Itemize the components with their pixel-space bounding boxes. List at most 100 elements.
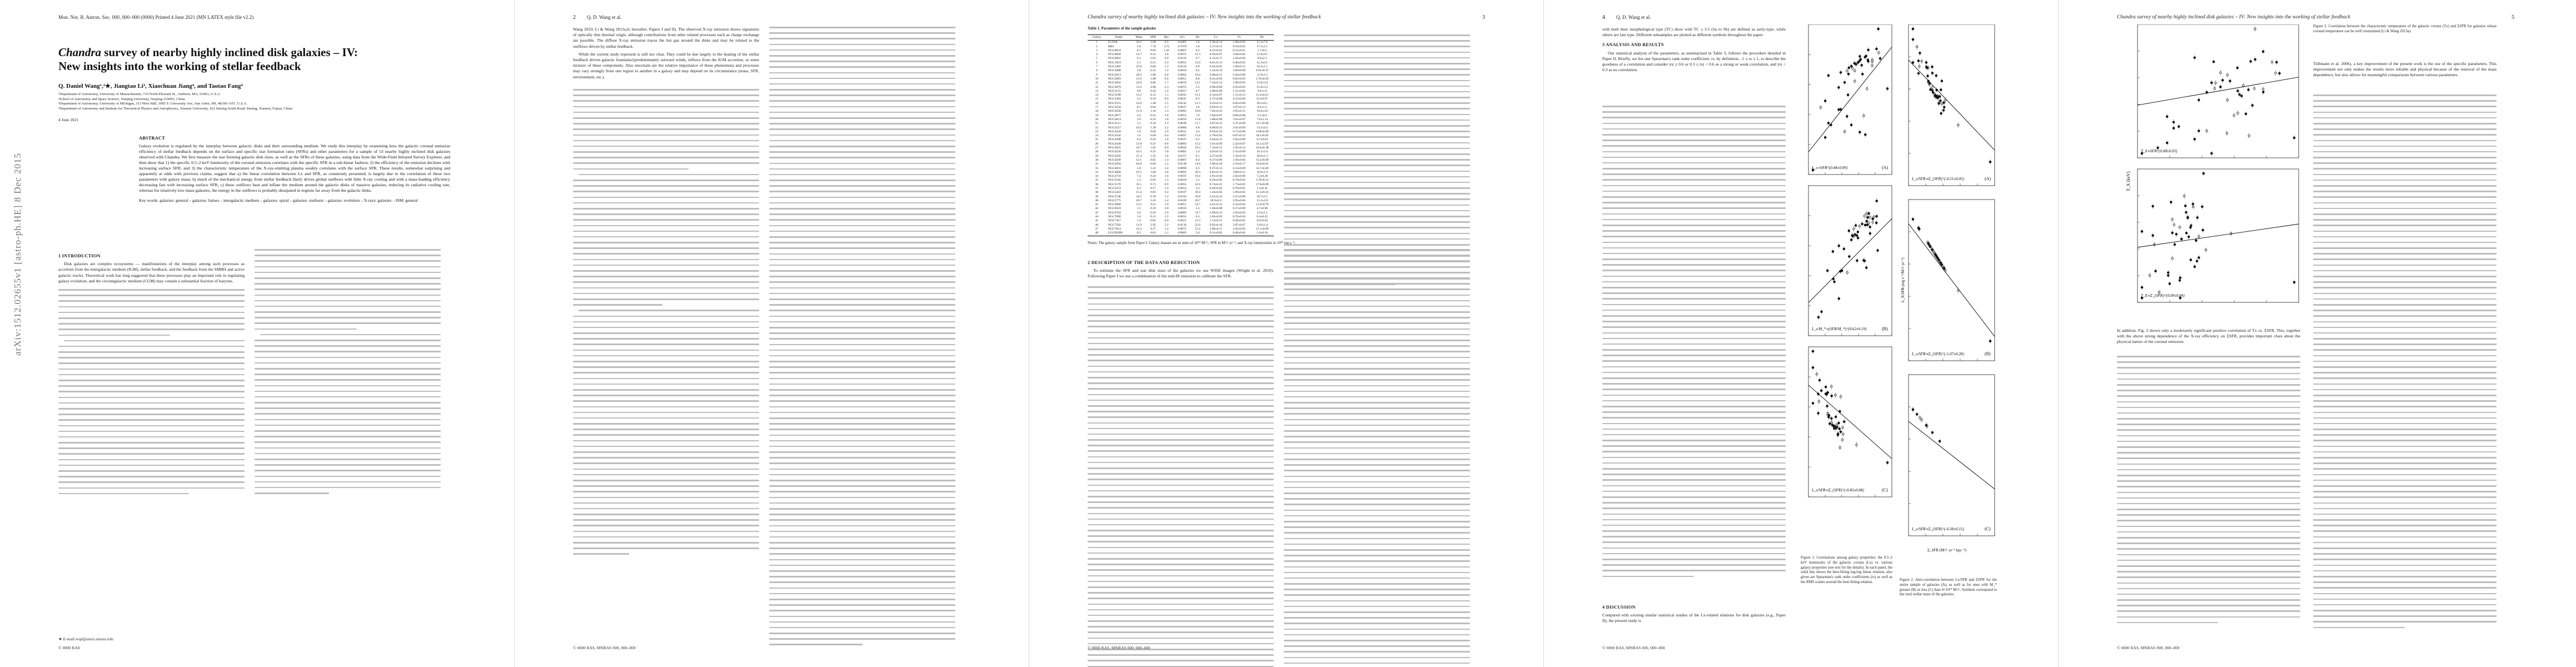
data-point xyxy=(1931,65,1934,68)
table-cell: 20.2±0.1 xyxy=(1257,101,1268,105)
table-row: 15 NGC3384 4.3 0.10 0.9 0.0035 8.3 2.37±0.08 4.3… xyxy=(1088,97,1274,101)
fit-formula: L_x/SFR∝Σ_{SFR}^{-1.07±0.28} xyxy=(1911,352,1964,356)
table-cell: 0.31 xyxy=(1150,53,1156,57)
table-cell: 8.2±1.2 xyxy=(1257,106,1267,109)
table-cell: 4.2 xyxy=(1137,113,1141,117)
data-point xyxy=(1877,51,1880,54)
table-cell: UGC05896 xyxy=(1108,231,1123,235)
data-point xyxy=(2154,270,2157,272)
data-point xyxy=(2195,239,2198,242)
table-cell: NGC3556 xyxy=(1108,106,1121,109)
table-cell: 1.07±0.13 xyxy=(1233,106,1245,109)
table-cell: 34 xyxy=(1095,175,1099,178)
table-cell: 2.27±0.11 xyxy=(1209,44,1223,48)
data-point xyxy=(2171,231,2174,235)
table-cell: 2.86±0.11 xyxy=(1209,227,1223,231)
data-point xyxy=(1931,431,1934,434)
data-point xyxy=(1937,258,1941,262)
table-cell: 12.3 xyxy=(1195,219,1200,223)
table-cell: 0.87±0.12 xyxy=(1233,134,1245,138)
table-cell: 7.54±0.12 xyxy=(1209,81,1223,85)
section-heading: 4 DISCUSSION xyxy=(1602,605,1636,610)
table-cell: 1.5 xyxy=(1164,101,1169,105)
data-point xyxy=(1837,244,1841,247)
data-point xyxy=(1927,79,1930,83)
table-cell: 1.7 xyxy=(1164,81,1169,85)
section-2-column: 2 DESCRIPTION OF THE DATA AND REDUCTION … xyxy=(1088,256,1274,282)
table-cell: NGC5746 xyxy=(1108,195,1121,198)
table-cell: 0.0018 xyxy=(1178,178,1187,182)
table-row: 8 NGC1808 2.8 0.31 1.2 0.0010 9.2 5.23±0.10 2.09… xyxy=(1088,69,1274,73)
data-point xyxy=(2156,146,2159,150)
data-point xyxy=(1865,87,1869,90)
keywords: Key words: galaxies: general – galaxies:… xyxy=(139,198,418,203)
table-cell: 17 xyxy=(1095,106,1099,109)
figure-3-panel-bottom: T_X∝Σ_{SFR}^{0.09±0.04} xyxy=(2137,168,2299,303)
data-point xyxy=(1853,79,1856,83)
table-cell: 10 xyxy=(1095,77,1099,81)
table-cell: 1.3±0.41 xyxy=(1257,186,1268,190)
table-cell: 11.8 xyxy=(1136,142,1142,146)
data-point xyxy=(1823,99,1827,102)
fit-formula: L_x/SFR∝Σ_{SFR}^{-0.51±0.05} xyxy=(1911,177,1964,181)
date: 4 June 2021 xyxy=(58,117,79,122)
table-cell: NGC0660 xyxy=(1108,53,1121,57)
right-column: Tüllmann et al. 2006), a key improvement… xyxy=(2313,61,2497,81)
table-cell: 2.76±0.63 xyxy=(1255,77,1269,81)
data-point xyxy=(1843,130,1846,133)
table-cell: 2.42±0.07 xyxy=(1233,142,1245,146)
paragraph: Our statistical analysis of the paramete… xyxy=(1602,50,1786,73)
table-cell: 3.2 xyxy=(1195,186,1200,190)
table-cell: 26 xyxy=(1095,142,1099,146)
data-point xyxy=(2219,86,2222,88)
table-cell: 15.2 xyxy=(1195,227,1200,231)
data-point xyxy=(1850,238,1853,241)
table-cell: 10.4 xyxy=(1195,175,1200,178)
table-cell: 0.0014 xyxy=(1178,186,1187,190)
table-cell: 0.40±0.04 xyxy=(1233,231,1245,235)
table-cell: 1.84±0.04 xyxy=(1233,57,1245,61)
table-cell: 22.6 xyxy=(1195,182,1200,186)
table-cell: 30.0±1.3 xyxy=(1257,154,1268,158)
data-point xyxy=(1866,58,1870,62)
table-row: 22 NGC4217 10.2 1.36 3.2 0.0068 6.8 6.60±0.21 2.… xyxy=(1088,126,1274,130)
table-cell: 20.3 xyxy=(1195,170,1200,174)
table-cell: 1.89±0.05 xyxy=(1233,81,1245,85)
table-cell: 2.3 xyxy=(1164,61,1169,64)
table-cell: 0.03 xyxy=(1150,191,1156,195)
paragraph: Tüllmann et al. 2006), a key improvement… xyxy=(2313,61,2497,78)
table-cell: 0.66±0.08 xyxy=(1233,113,1245,117)
fit-formula: L_x/M_*∝(SFR/M_*)^{0.62±0.19} xyxy=(1811,327,1867,331)
table-cell: NGC7814 xyxy=(1108,227,1121,231)
table-row: 6 NGC1023 2.1 0.21 2.3 0.0052 12.0 0.81±0.13 0.4… xyxy=(1088,61,1274,65)
data-point xyxy=(2226,73,2229,76)
table-cell: 8.65±0.15 xyxy=(1209,170,1223,174)
table-cell: 11.4±0.21 xyxy=(1255,93,1269,97)
table-cell: 6 xyxy=(1096,61,1098,64)
data-point xyxy=(1925,61,1928,64)
table-cell: 0.78±0.02 xyxy=(1233,178,1245,182)
table-cell: 18 xyxy=(1095,109,1099,113)
table-cell: 6.3 xyxy=(1195,215,1200,219)
table-cell: 0.6 xyxy=(1164,73,1169,77)
table-cell: 0.62±0.03 xyxy=(1233,77,1245,81)
table-cell: 19.3 xyxy=(1195,146,1200,150)
page-5: Chandra survey of nearby highly inclined… xyxy=(2059,0,2576,667)
table-cell: 5.04±0.06 xyxy=(1233,73,1245,77)
table-row: 4 NGC0660 14.7 0.31 4.6 0.0072 12.3 0.59±0.07 2.… xyxy=(1088,53,1274,57)
table-cell: NGC4594 xyxy=(1108,162,1121,166)
table-row: 43 NGC6764 3.6 0.56 2.9 0.0082 31.7 5.99±0.12 1.… xyxy=(1088,211,1274,215)
page-number: 4 xyxy=(1602,14,1605,21)
table-cell: 0.6 xyxy=(1164,142,1169,146)
table-row: 9 NGC2613 20.2 2.00 0.6 0.0062 16.4 6.60±0.11 5.… xyxy=(1088,73,1274,77)
data-point xyxy=(2249,60,2252,63)
data-point xyxy=(2148,274,2151,277)
data-point xyxy=(1867,221,1870,225)
data-point xyxy=(2202,172,2205,175)
table-cell: 1.08 xyxy=(1150,77,1156,81)
data-point xyxy=(1862,259,1865,262)
table-cell: 3.91±0.07 xyxy=(1233,117,1245,121)
table-cell: 14.1 xyxy=(1195,81,1200,85)
table-cell: NGC2613 xyxy=(1108,73,1121,77)
table-cell: 14.7 xyxy=(1136,53,1142,57)
